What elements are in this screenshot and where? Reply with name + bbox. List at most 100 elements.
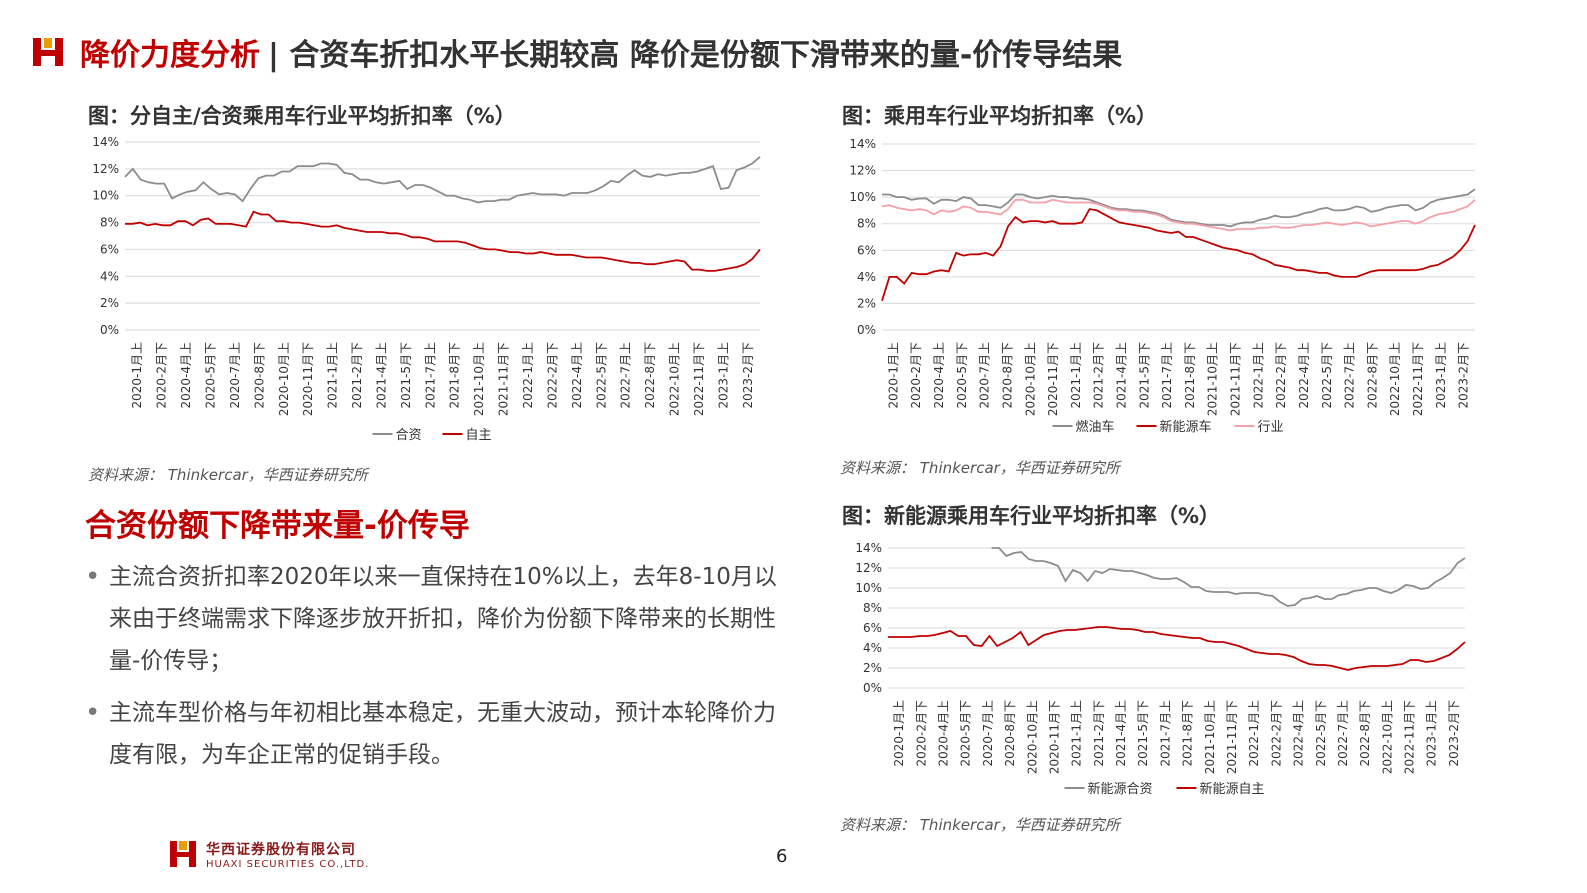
y-tick-label: 6% xyxy=(863,621,882,635)
x-tick-label: 2022-10月上 xyxy=(1388,342,1402,416)
x-tick-label: 2022-1月上 xyxy=(1251,342,1265,409)
y-tick-label: 2% xyxy=(863,661,882,675)
series-line-新能源自主 xyxy=(888,626,1466,671)
x-tick-label: 2021-1月上 xyxy=(1070,700,1084,767)
x-tick-label: 2023-1月上 xyxy=(716,342,730,409)
x-tick-label: 2022-7月上 xyxy=(1343,342,1357,409)
x-tick-label: 2021-10月上 xyxy=(1206,342,1220,416)
bullet-item: • 主流合资折扣率2020年以来一直保持在10%以上，去年8-10月以来由于终端… xyxy=(85,556,785,682)
y-tick-label: 12% xyxy=(855,561,882,575)
x-tick-label: 2020-8月下 xyxy=(1000,342,1014,409)
y-tick-label: 14% xyxy=(92,135,119,149)
y-tick-label: 4% xyxy=(857,270,876,284)
section-heading: 合资份额下降带来量-价传导 xyxy=(85,508,470,544)
x-tick-label: 2021-5月下 xyxy=(399,342,413,409)
x-tick-label: 2022-7月上 xyxy=(1336,700,1350,767)
x-tick-label: 2020-5月下 xyxy=(203,342,217,409)
y-tick-label: 8% xyxy=(857,217,876,231)
huaxi-logo-icon xyxy=(33,38,63,66)
x-tick-label: 2022-8月下 xyxy=(1358,700,1372,767)
x-tick-label: 2020-4月上 xyxy=(179,342,193,409)
x-tick-label: 2020-2月下 xyxy=(914,700,928,767)
x-tick-label: 2020-1月上 xyxy=(892,700,906,767)
bullet-list: • 主流合资折扣率2020年以来一直保持在10%以上，去年8-10月以来由于终端… xyxy=(85,556,785,786)
y-tick-label: 14% xyxy=(855,541,882,555)
x-tick-label: 2022-10月上 xyxy=(1380,700,1394,774)
x-tick-label: 2021-11月下 xyxy=(1229,342,1243,416)
x-tick-label: 2020-7月上 xyxy=(228,342,242,409)
series-line-合资 xyxy=(124,156,761,204)
y-tick-label: 4% xyxy=(100,269,119,283)
x-tick-label: 2022-4月上 xyxy=(1297,342,1311,409)
x-tick-label: 2021-8月下 xyxy=(1183,342,1197,409)
chart2-source-note: 资料来源： Thinkercar，华西证券研究所 xyxy=(840,459,1120,477)
x-tick-label: 2020-8月下 xyxy=(252,342,266,409)
page-number: 6 xyxy=(776,846,788,867)
x-tick-label: 2020-1月上 xyxy=(130,342,144,409)
x-tick-label: 2022-2月下 xyxy=(1269,700,1283,767)
x-tick-label: 2022-11月下 xyxy=(692,342,706,416)
x-tick-label: 2021-2月下 xyxy=(350,342,364,409)
x-tick-label: 2023-2月下 xyxy=(1457,342,1471,409)
x-tick-label: 2021-11月下 xyxy=(1225,700,1239,774)
bullet-dot-icon: • xyxy=(85,698,101,728)
bullet-text: 主流车型价格与年初相比基本稳定，无重大波动，预计本轮降价力度有限，为车企正常的促… xyxy=(109,700,776,768)
x-tick-label: 2020-7月上 xyxy=(978,342,992,409)
y-tick-label: 0% xyxy=(857,323,876,337)
x-tick-label: 2023-2月下 xyxy=(741,342,755,409)
x-tick-label: 2020-2月下 xyxy=(909,342,923,409)
x-tick-label: 2021-2月下 xyxy=(1092,342,1106,409)
x-tick-label: 2020-11月下 xyxy=(301,342,315,416)
footer-logo: 华西证券股份有限公司 HUAXI SECURITIES CO.,LTD. xyxy=(168,838,369,870)
x-tick-label: 2022-11月下 xyxy=(1403,700,1417,774)
bullet-item: • 主流车型价格与年初相比基本稳定，无重大波动，预计本轮降价力度有限，为车企正常… xyxy=(85,692,785,776)
x-tick-label: 2021-4月上 xyxy=(1114,342,1128,409)
x-tick-label: 2022-1月上 xyxy=(521,342,535,409)
y-tick-label: 12% xyxy=(92,162,119,176)
x-tick-label: 2022-4月上 xyxy=(570,342,584,409)
series-line-燃油车 xyxy=(882,188,1476,228)
x-tick-label: 2021-10月上 xyxy=(472,342,486,416)
chart1-line-chart: 0% 2% 4% 6% 8% 10% 12% 14% 2020-1月上 2020-2月下 2020-… xyxy=(92,135,761,443)
legend-label: 燃油车 xyxy=(1076,419,1115,435)
series-line-行业 xyxy=(881,198,1476,232)
x-tick-label: 2022-10月上 xyxy=(668,342,682,416)
legend-label: 行业 xyxy=(1258,420,1284,435)
x-tick-label: 2021-11月下 xyxy=(497,342,511,416)
legend-label: 新能源合资 xyxy=(1088,781,1153,797)
x-tick-label: 2020-1月上 xyxy=(886,342,900,409)
footer-company-cn: 华西证券股份有限公司 xyxy=(206,841,356,858)
x-tick-label: 2023-1月上 xyxy=(1434,342,1448,409)
x-tick-label: 2022-5月下 xyxy=(594,342,608,409)
chart1-source-note: 资料来源： Thinkercar，华西证券研究所 xyxy=(88,466,368,484)
x-tick-label: 2021-5月下 xyxy=(1137,342,1151,409)
y-tick-label: 0% xyxy=(863,681,882,695)
x-tick-label: 2021-8月下 xyxy=(1181,700,1195,767)
series-line-新能源车 xyxy=(881,208,1476,302)
bullet-text: 主流合资折扣率2020年以来一直保持在10%以上，去年8-10月以来由于终端需求… xyxy=(109,564,777,674)
x-tick-label: 2020-2月下 xyxy=(155,342,169,409)
chart2-figure-title: 图：乘用车行业平均折扣率（%） xyxy=(842,104,1158,128)
x-tick-label: 2020-11月下 xyxy=(1047,700,1061,774)
x-tick-label: 2020-10月上 xyxy=(277,342,291,416)
x-tick-label: 2022-2月下 xyxy=(1274,342,1288,409)
legend-label: 自主 xyxy=(466,428,492,443)
x-tick-label: 2022-8月下 xyxy=(1365,342,1379,409)
x-tick-label: 2020-5月下 xyxy=(955,342,969,409)
x-tick-label: 2022-7月上 xyxy=(619,342,633,409)
y-tick-label: 10% xyxy=(849,190,876,204)
page-title-topic: 降价力度分析 xyxy=(80,38,260,73)
y-tick-label: 2% xyxy=(857,296,876,310)
x-tick-label: 2020-4月上 xyxy=(932,342,946,409)
x-tick-label: 2021-5月下 xyxy=(1136,700,1150,767)
bullet-dot-icon: • xyxy=(85,562,101,592)
x-tick-label: 2022-1月上 xyxy=(1247,700,1261,767)
x-tick-label: 2021-7月上 xyxy=(423,342,437,409)
x-tick-label: 2020-8月下 xyxy=(1003,700,1017,767)
y-tick-label: 2% xyxy=(100,296,119,310)
x-tick-label: 2022-5月下 xyxy=(1314,700,1328,767)
chart3-source-note: 资料来源： Thinkercar，华西证券研究所 xyxy=(840,816,1120,834)
y-tick-label: 14% xyxy=(849,137,876,151)
footer-company-en: HUAXI SECURITIES CO.,LTD. xyxy=(206,858,370,870)
x-tick-label: 2021-8月下 xyxy=(448,342,462,409)
